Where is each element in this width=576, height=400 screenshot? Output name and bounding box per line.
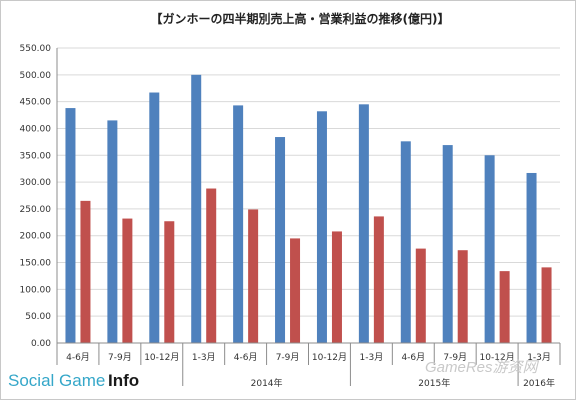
watermark-social-game: Social Game [8,371,105,390]
bar-series1 [275,137,286,343]
y-tick-label: 150.00 [20,259,52,269]
y-tick-label: 200.00 [20,232,52,242]
x-category-label: 1-3月 [527,352,551,363]
gridlines [57,47,560,344]
y-axis-ticks: 0.00 50.00 100.00 150.00 200.00 250.00 300.00 3… [20,44,52,349]
y-tick-label: 500.00 [20,71,52,81]
chart-title: 【ガンホーの四半期別売上高・営業利益の推移(億円)】 [151,11,450,26]
bar-series1 [526,172,537,343]
y-tick-label: 300.00 [20,178,52,188]
y-tick-label: 250.00 [20,205,52,215]
y-tick-label: 100.00 [20,285,52,295]
bar-series2 [415,248,426,343]
bar-series1 [316,111,327,343]
bar-series2 [206,188,217,343]
x-year-label: 2015年 [418,377,450,389]
bar-series2 [541,267,552,343]
y-tick-label: 550.00 [20,44,52,54]
x-category-label: 4-6月 [401,352,425,363]
y-tick-label: 50.00 [25,312,51,322]
bar-series2 [80,200,91,343]
y-tick-label: 450.00 [20,98,52,108]
x-year-label: 2016年 [523,377,555,389]
watermarks: Social Game Info GameRes游资网 [8,359,540,390]
x-category-label: 10-12月 [480,352,515,363]
watermark-gameres: GameRes游资网 [425,359,540,376]
bar-series1 [400,141,411,343]
x-category-label: 7-9月 [443,352,467,363]
bar-series2 [290,238,301,343]
bar-series1 [191,74,202,344]
y-tick-label: 350.00 [20,151,52,161]
x-category-label: 10-12月 [144,352,179,363]
x-category-label: 10-12月 [312,352,347,363]
x-category-label: 4-6月 [66,352,90,363]
x-category-label: 7-9月 [108,352,132,363]
bar-series1 [358,104,369,344]
x-axis: 4-6月 7-9月 10-12月 1-3月 4-6月 7-9月 10-12月 1-3月 4-6月… [56,48,561,389]
bar-series1 [484,155,495,343]
y-tick-label: 0.00 [31,339,51,349]
bar-series2 [499,271,510,343]
y-tick-label: 400.00 [20,124,52,134]
bar-series1 [65,108,76,343]
bar-series2 [457,250,468,343]
bar-series2 [164,221,175,343]
bar-series2 [248,209,259,343]
bar-series1 [233,105,244,344]
bars [65,74,552,344]
x-category-label: 1-3月 [192,352,216,363]
bar-series1 [442,145,453,343]
bar-series1 [149,92,160,343]
x-category-label: 1-3月 [360,352,384,363]
bar-series2 [331,231,342,343]
bar-series2 [122,218,133,343]
bar-series2 [373,216,384,343]
x-category-label: 4-6月 [234,352,258,363]
x-category-label: 7-9月 [276,352,300,363]
x-year-label: 2014年 [251,377,283,389]
bar-series1 [107,120,118,343]
watermark-info: Info [108,371,139,390]
